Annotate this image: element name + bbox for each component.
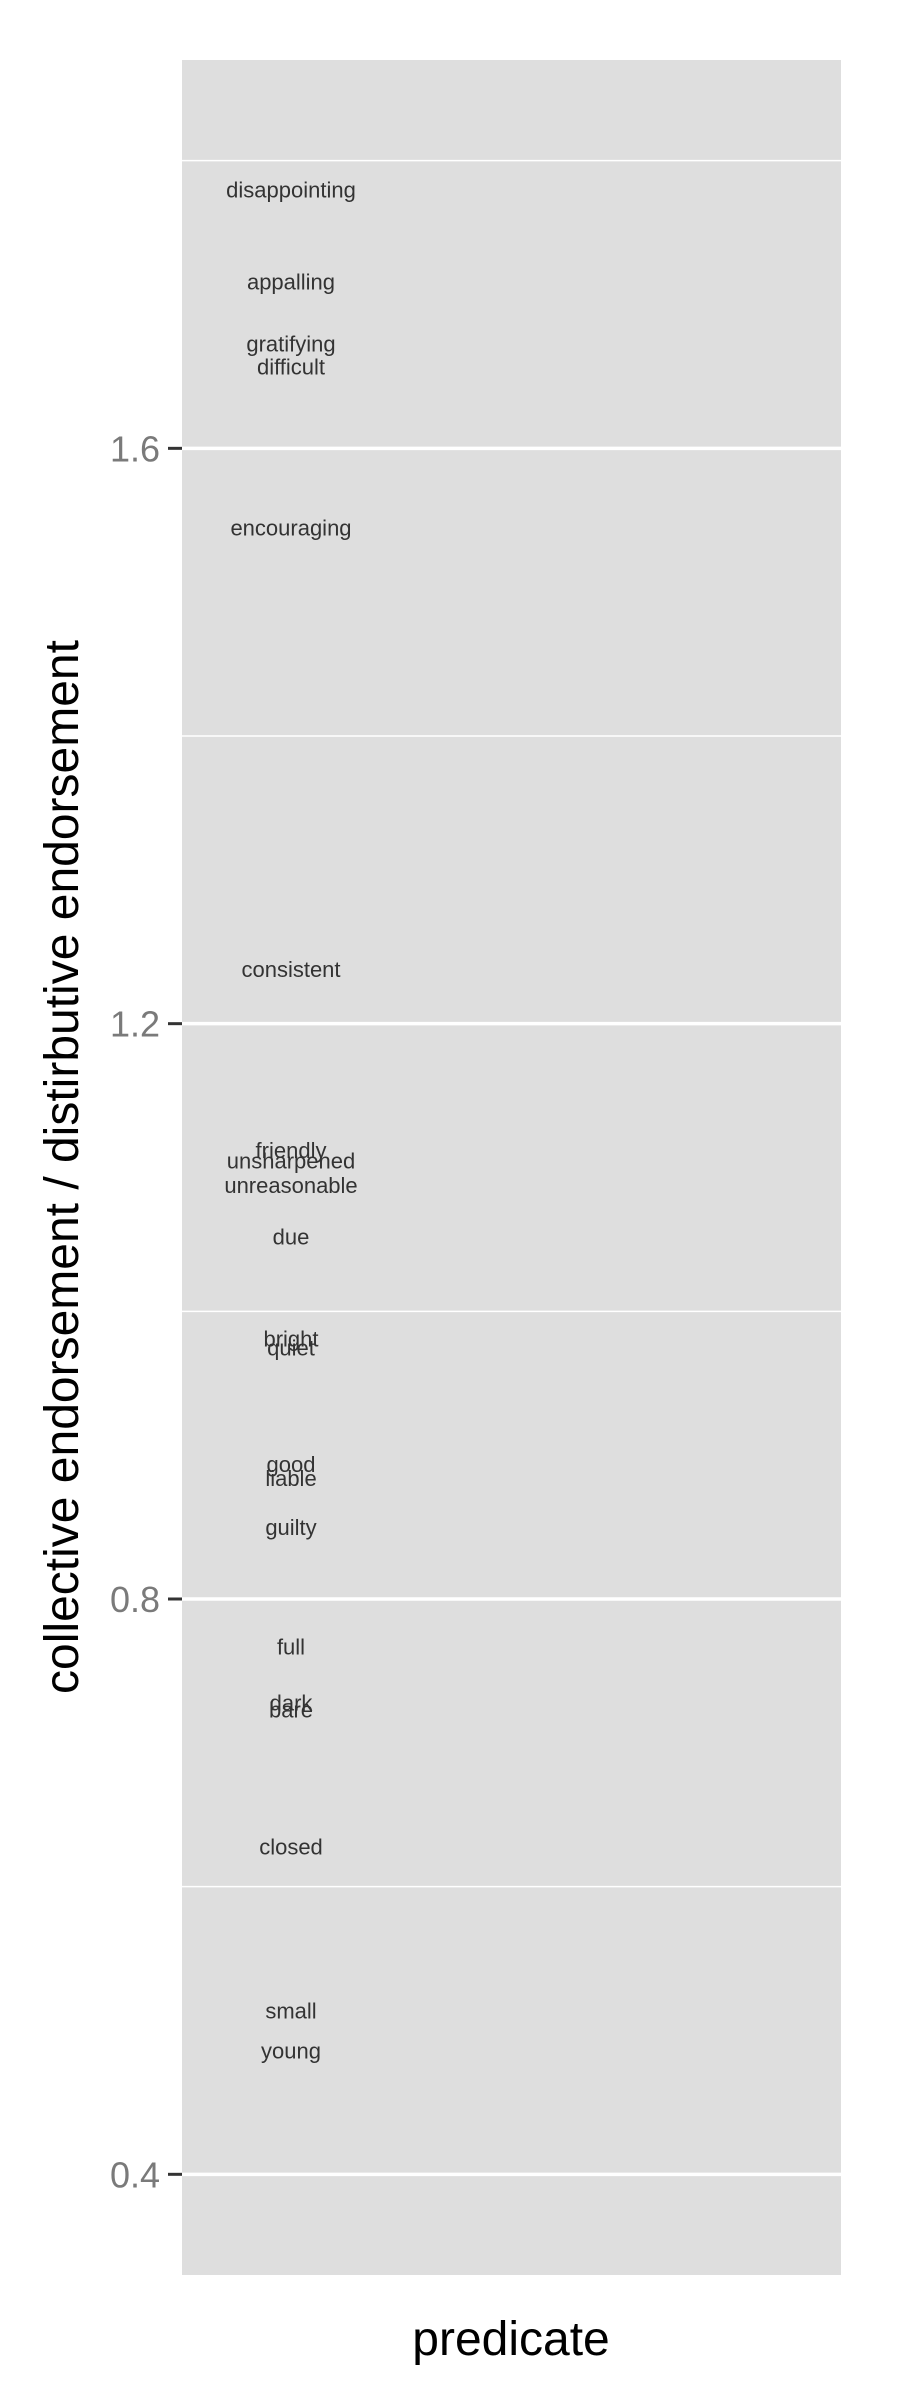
data-labels: disappointing appalling gratifyingdifficul… (224, 177, 357, 2063)
y-tick-label: 1.6 (110, 428, 160, 469)
y-tick-label: 0.8 (110, 1579, 160, 1620)
grid-lines (182, 159, 841, 2177)
data-label: gratifying (246, 331, 335, 356)
data-label: quiet (267, 1335, 315, 1360)
data-label: dark (270, 1691, 314, 1716)
data-label: disappointing (226, 177, 356, 202)
data-label: unreasonable (224, 1173, 357, 1198)
data-label: encouraging (230, 515, 351, 540)
y-axis: 0.4 0.8 1.2 1.6 (110, 428, 182, 2195)
y-tick-label: 1.2 (110, 1004, 160, 1045)
data-label: appalling (247, 270, 335, 295)
data-label: young (261, 2039, 321, 2064)
data-label: friendly (256, 1138, 327, 1163)
plot-panel (182, 60, 841, 2275)
data-label: difficult (257, 354, 325, 379)
x-axis-title: predicate (412, 2313, 609, 2366)
data-label: small (265, 1998, 316, 2023)
data-label: full (277, 1634, 305, 1659)
data-label: closed (259, 1834, 323, 1859)
data-label: consistent (241, 957, 340, 982)
data-label: unsharpened (227, 1148, 355, 1173)
data-label: due (273, 1225, 310, 1250)
data-label: bright (263, 1327, 318, 1352)
data-label: good (267, 1452, 316, 1477)
data-label: bare (269, 1698, 313, 1723)
data-label: liable (265, 1466, 316, 1491)
y-axis-title: collective endorsement / distirbutive en… (36, 640, 89, 1694)
data-label: guilty (265, 1515, 316, 1540)
y-tick-label: 0.4 (110, 2154, 160, 2195)
